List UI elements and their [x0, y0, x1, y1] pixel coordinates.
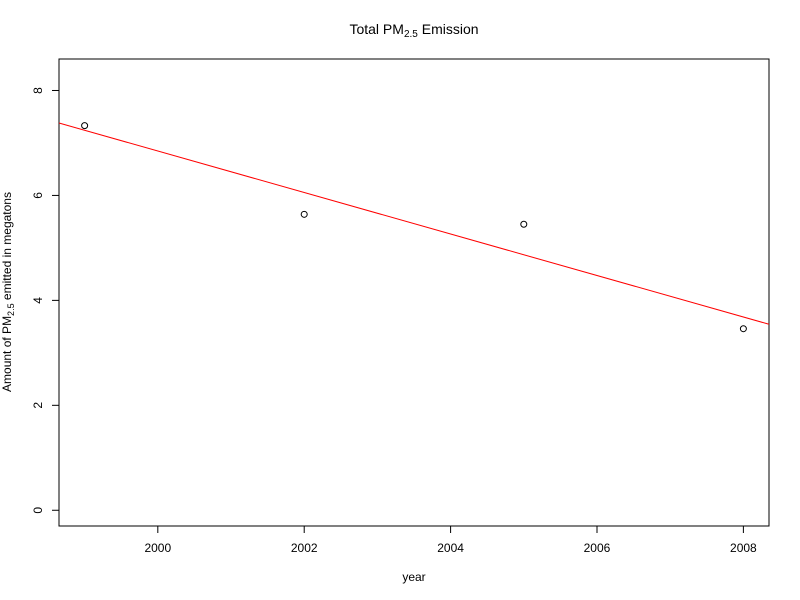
trend-line — [58, 122, 770, 325]
y-tick-label: 4 — [31, 297, 45, 304]
y-tick-label: 2 — [31, 402, 45, 409]
plot-area-border — [58, 58, 770, 527]
data-point — [520, 220, 528, 228]
x-tick-label: 2000 — [144, 541, 171, 555]
y-tick-label: 6 — [31, 192, 45, 199]
x-tick-label: 2006 — [584, 541, 611, 555]
data-point — [81, 122, 89, 130]
y-tick-label: 0 — [31, 507, 45, 514]
data-point — [739, 325, 747, 333]
x-tick-label: 2004 — [437, 541, 464, 555]
chart-title: Total PM2.5 Emission — [349, 21, 478, 40]
data-points — [81, 122, 747, 333]
x-axis-label: year — [402, 570, 425, 584]
x-tick-label: 2008 — [730, 541, 757, 555]
y-axis: 0 2 4 6 8 — [31, 87, 60, 514]
x-tick-label: 2002 — [291, 541, 318, 555]
trend-line-group — [58, 122, 770, 325]
y-tick-label: 8 — [31, 87, 45, 94]
data-point — [300, 210, 308, 218]
x-axis: 2000 2002 2004 2006 2008 — [144, 525, 757, 555]
y-axis-label: Amount of PM2.5 emitted in megatons — [0, 192, 16, 392]
